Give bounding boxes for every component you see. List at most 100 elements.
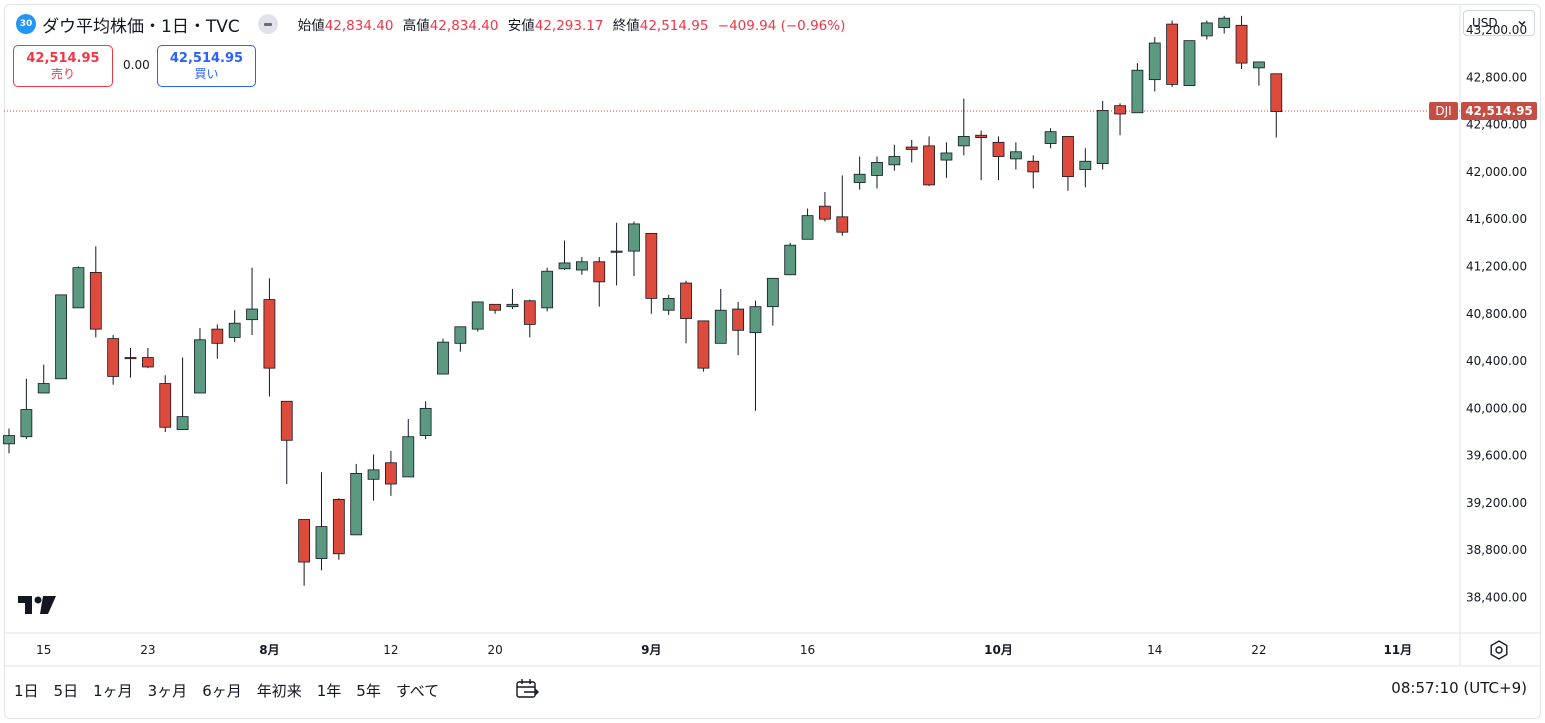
candle[interactable] [1009,142,1022,170]
candle[interactable] [662,294,675,315]
clock[interactable]: 08:57:10 (UTC+9) [1391,679,1527,697]
candle[interactable] [732,301,745,356]
candle[interactable] [176,357,189,431]
candle[interactable] [1044,128,1057,149]
range-3m[interactable]: 3ヶ月 [147,681,188,700]
candle[interactable] [385,450,397,496]
candle[interactable] [697,320,710,372]
symbol-title[interactable]: ダウ平均株価・1日・TVC [42,16,240,37]
candle[interactable] [645,232,658,314]
candle[interactable] [402,418,415,478]
range-6m[interactable]: 6ヶ月 [202,681,242,700]
candle[interactable] [1079,148,1092,188]
currency-select[interactable]: USD [1463,10,1535,36]
candle[interactable] [37,364,50,394]
chevron-down-icon [1518,21,1526,26]
candle[interactable] [992,136,1005,181]
candle[interactable] [1235,15,1248,70]
candle[interactable] [107,335,120,385]
candle[interactable] [454,326,467,352]
candle-body [1183,40,1196,86]
candle[interactable] [419,401,432,440]
candle[interactable] [957,98,970,156]
candle[interactable] [506,288,519,310]
candle[interactable] [315,472,328,571]
range-1d[interactable]: 1日 [14,681,39,700]
candle[interactable] [280,400,293,485]
candle[interactable] [159,375,172,433]
candle[interactable] [784,242,797,276]
tradingview-logo-icon[interactable] [18,596,56,614]
range-5y[interactable]: 5年 [356,681,381,700]
candle[interactable] [680,280,692,344]
candle[interactable] [836,175,849,236]
range-all[interactable]: すべて [395,681,440,700]
candle[interactable] [766,277,779,326]
candle[interactable] [89,246,102,338]
candle[interactable] [1200,20,1213,40]
candle[interactable] [350,463,363,536]
candle[interactable] [523,299,536,338]
candle[interactable] [1166,20,1179,87]
candle[interactable] [923,136,935,187]
candle[interactable] [1270,73,1283,138]
candle[interactable] [853,156,866,190]
candle[interactable] [541,267,554,312]
calendar-range-icon[interactable] [514,677,540,703]
candle[interactable] [888,144,901,171]
candle[interactable] [141,348,154,369]
candle[interactable] [1131,63,1144,114]
range-ytd[interactable]: 年初来 [256,681,302,700]
candle[interactable] [714,288,727,344]
sell-button[interactable]: 42,514.95 売り [13,45,113,87]
candle[interactable] [1027,155,1040,189]
range-5d[interactable]: 5日 [53,681,79,700]
candle[interactable] [749,300,762,411]
candle[interactable] [367,454,380,501]
candle[interactable] [940,142,953,178]
candle[interactable] [1062,136,1074,191]
x-tick-label: 8月 [259,643,279,657]
candle[interactable] [211,324,224,359]
candle[interactable] [558,240,571,271]
candle[interactable] [55,294,67,380]
candle[interactable] [1096,100,1109,170]
candle[interactable] [871,156,883,189]
settings-icon[interactable] [1488,639,1510,661]
candle[interactable] [905,139,918,163]
candle[interactable] [975,130,988,181]
candle[interactable] [246,267,258,336]
candle[interactable] [20,378,33,440]
candle[interactable] [628,221,640,276]
candle[interactable] [1218,15,1231,34]
candle[interactable] [332,498,345,560]
candle[interactable] [1253,61,1265,86]
candle-body [1270,73,1283,112]
candle-body [176,416,189,431]
candle[interactable] [575,257,588,275]
candle[interactable] [124,348,137,378]
candle-body [558,262,571,270]
candle[interactable] [72,266,85,309]
candle[interactable] [610,222,623,286]
candle[interactable] [298,519,311,586]
candle[interactable] [801,208,814,240]
candle[interactable] [228,310,241,343]
candle[interactable] [819,191,831,222]
candle[interactable] [263,278,276,397]
x-tick-label: 14 [1147,643,1162,657]
buy-button[interactable]: 42,514.95 買い [157,45,256,87]
range-1y[interactable]: 1年 [316,681,342,700]
candle[interactable] [194,327,206,394]
candle[interactable] [489,303,501,314]
candle[interactable] [593,257,606,307]
candle[interactable] [3,428,15,454]
minus-icon[interactable] [257,14,278,34]
range-1m[interactable]: 1ヶ月 [93,681,133,700]
candle[interactable] [471,301,484,332]
candle[interactable] [1114,103,1126,136]
candle[interactable] [1148,37,1161,92]
candle[interactable] [1183,40,1196,86]
candle[interactable] [437,338,449,375]
